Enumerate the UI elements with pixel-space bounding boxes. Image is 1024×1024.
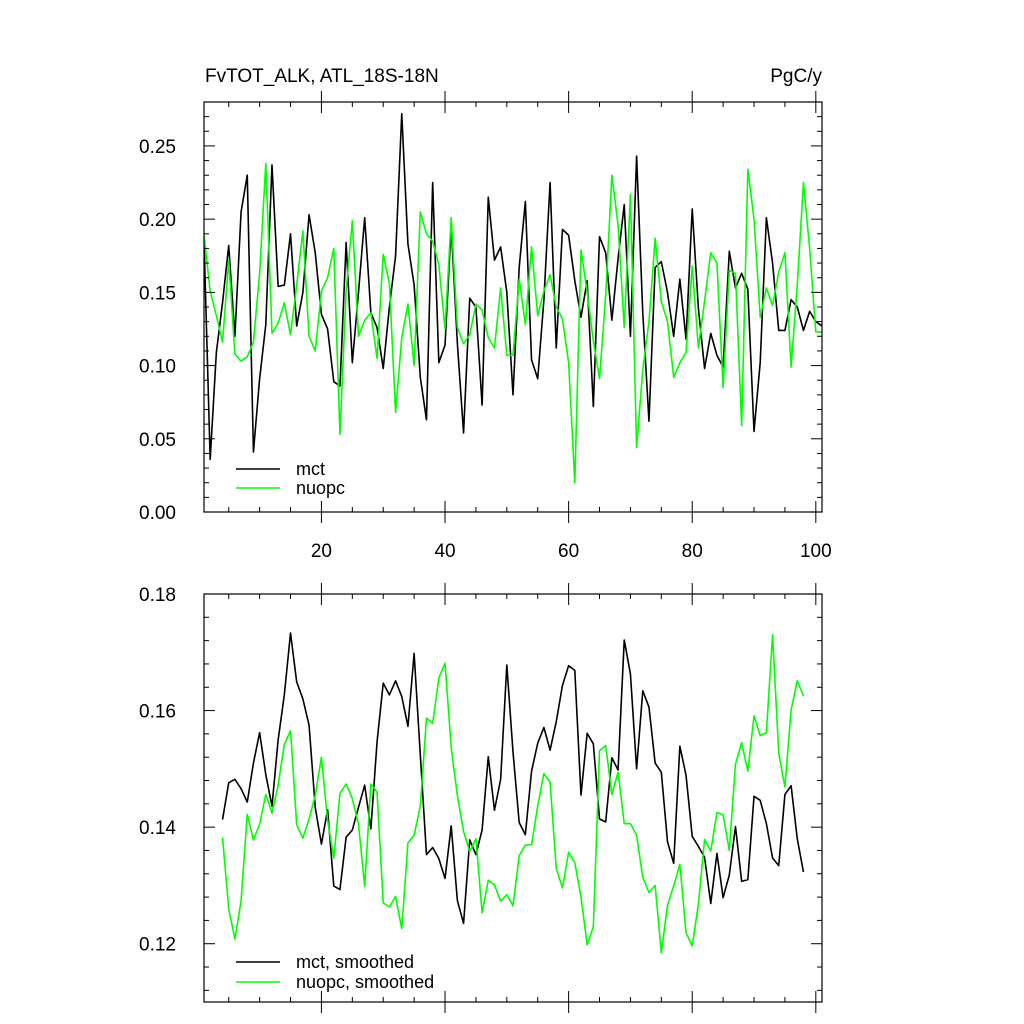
top-plot-area: 20 40 60 80 100 0.00 0.05 0.10 0.15 0.20 0.25 mctnu… <box>139 91 832 562</box>
top-x-tick-label: 80 <box>682 541 703 562</box>
top-y-tick-label: 0.00 <box>139 503 176 524</box>
top-x-tick-label: 100 <box>800 541 832 562</box>
top-series-line-mct <box>204 112 822 461</box>
top-panel: FvTOT_ALK, ATL_18S-18N PgC/y 20 40 60 80 100… <box>139 66 832 562</box>
bottom-plot-frame <box>203 593 823 1003</box>
bottom-y-tick-label: 0.12 <box>139 935 176 956</box>
top-y-tick-label: 0.20 <box>139 210 176 231</box>
top-x-tick-label: 60 <box>558 541 579 562</box>
top-x-tick-label: 20 <box>311 541 332 562</box>
chart-units: PgC/y <box>770 66 822 87</box>
top-legend-label: nuopc <box>296 478 345 498</box>
top-series-line-nuopc <box>204 162 822 484</box>
bottom-y-tick-label: 0.14 <box>139 818 176 839</box>
bottom-legend-label: nuopc, smoothed <box>296 972 434 992</box>
top-x-tick-label: 40 <box>434 541 455 562</box>
chart-title: FvTOT_ALK, ATL_18S-18N <box>205 66 439 87</box>
top-y-tick-label: 0.15 <box>139 283 176 304</box>
top-legend-label: mct <box>296 459 325 479</box>
bottom-series-group <box>221 632 805 954</box>
top-series-group <box>204 112 822 484</box>
bottom-legend-label: mct, smoothed <box>296 952 414 972</box>
bottom-series-line-mct-smoothed <box>221 632 805 925</box>
top-y-tick-label: 0.10 <box>139 357 176 378</box>
top-y-tick-label: 0.25 <box>139 137 176 158</box>
bottom-y-tick-label: 0.16 <box>139 702 176 723</box>
top-y-tick-label: 0.05 <box>139 430 176 451</box>
bottom-y-tick-label: 0.18 <box>139 585 176 606</box>
bottom-series-line-nuopc-smoothed <box>221 633 805 954</box>
